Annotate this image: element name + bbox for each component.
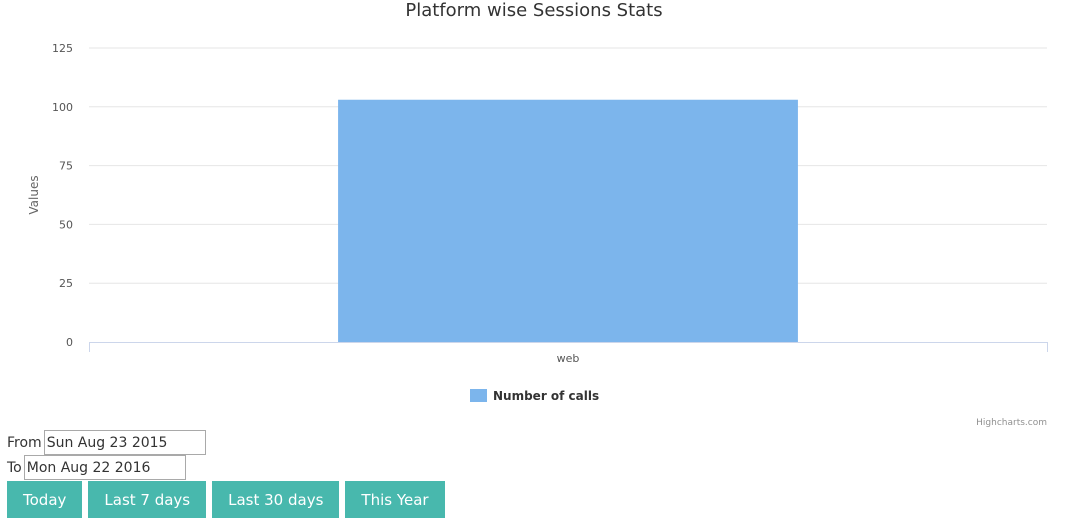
last-7-days-button[interactable]: Last 7 days <box>88 481 207 518</box>
from-label: From <box>7 434 42 451</box>
from-date-input[interactable] <box>43 430 206 455</box>
y-tick-label: 100 <box>52 101 73 114</box>
x-axis-ticks: web <box>557 352 580 365</box>
last-30-days-button[interactable]: Last 30 days <box>212 481 340 518</box>
y-tick-label: 75 <box>59 160 73 173</box>
legend-label[interactable]: Number of calls <box>493 389 599 403</box>
legend[interactable]: Number of calls <box>470 389 599 403</box>
this-year-button[interactable]: This Year <box>345 481 445 518</box>
bar-web[interactable] <box>338 99 798 342</box>
to-date-input[interactable] <box>23 455 186 480</box>
y-axis-ticks: 0 25 50 75 100 125 <box>52 42 73 349</box>
legend-swatch[interactable] <box>470 389 487 402</box>
x-tick-label: web <box>557 352 580 365</box>
bars <box>338 99 798 342</box>
y-tick-label: 0 <box>66 336 73 349</box>
y-tick-label: 50 <box>59 218 73 231</box>
credits-link[interactable]: Highcharts.com <box>976 418 1047 428</box>
to-row: To <box>7 455 451 480</box>
range-buttons: Today Last 7 days Last 30 days This Year <box>7 481 451 518</box>
date-range-controls: From To Today Last 7 days Last 30 days T… <box>7 430 451 518</box>
chart-container: Platform wise Sessions Stats 0 25 50 75 100 1… <box>27 0 1048 428</box>
chart-title: Platform wise Sessions Stats <box>405 0 662 21</box>
y-axis-title: Values <box>27 175 41 214</box>
to-label: To <box>7 459 22 476</box>
from-row: From <box>7 430 451 455</box>
bar-chart: Platform wise Sessions Stats 0 25 50 75 100 1… <box>27 0 1048 428</box>
y-tick-label: 125 <box>52 42 73 55</box>
today-button[interactable]: Today <box>7 481 83 518</box>
y-tick-label: 25 <box>59 277 73 290</box>
